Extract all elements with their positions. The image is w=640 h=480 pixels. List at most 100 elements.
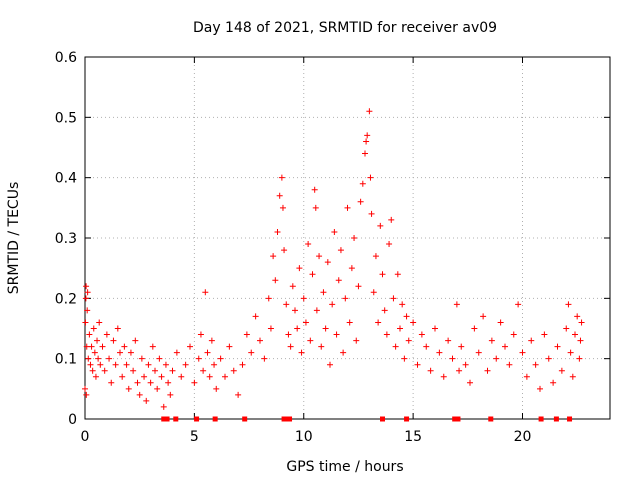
data-point [357,198,364,205]
data-point [149,343,156,350]
data-point [143,397,150,404]
data-point [342,295,349,302]
data-point [497,319,504,326]
data-points [82,108,585,410]
data-point [388,216,395,223]
data-point [89,367,96,374]
data-point [510,331,517,338]
chart-title: Day 148 of 2021, SRMTID for receiver av0… [193,20,497,36]
data-point [488,337,495,344]
data-point [363,138,370,145]
data-point [103,331,110,338]
baseline-point [455,416,461,422]
data-point [316,253,323,260]
data-point [370,289,377,296]
data-point [565,301,572,308]
data-point [313,307,320,314]
data-point [267,325,274,332]
data-point [462,361,469,368]
data-point [294,325,301,332]
data-point [572,331,578,338]
baseline-point [242,416,248,422]
baseline-point [452,416,458,422]
data-point [169,367,176,374]
data-point [414,361,421,368]
data-point [574,313,581,320]
data-point [379,271,386,278]
data-point [206,373,213,380]
data-point [101,367,108,374]
data-point [567,349,574,356]
y-tick-label: 0.6 [55,50,77,66]
data-point [296,265,303,272]
x-tick-label: 0 [81,429,90,445]
data-point [95,355,102,362]
data-point [211,361,218,368]
data-point [423,343,430,350]
data-point [307,337,314,344]
data-point [337,247,344,254]
data-point [112,361,119,368]
data-point [239,361,246,368]
data-point [367,174,374,181]
data-point [87,361,94,368]
data-point [453,301,460,308]
data-point [532,361,539,368]
data-point [130,367,137,374]
data-point [278,174,285,181]
data-point [320,289,327,296]
data-point [92,373,99,380]
data-point [331,228,338,235]
data-point [381,307,388,314]
data-point [191,379,198,386]
data-point [82,295,89,302]
data-point [94,337,101,344]
data-point [541,331,548,338]
data-point [302,319,309,326]
data-point [97,361,104,368]
data-point [523,373,530,380]
data-point [392,343,399,350]
data-point [99,343,106,350]
data-point [578,319,585,326]
data-point [519,349,526,356]
data-point [375,319,382,326]
data-point [563,325,570,332]
data-point [502,343,508,350]
data-point [182,361,189,368]
data-point [318,343,325,350]
data-point [327,361,333,368]
data-point [200,367,207,374]
data-point [235,391,242,398]
data-point [114,325,121,332]
data-point [340,349,347,356]
data-point [248,349,255,356]
gridlines [85,57,610,419]
x-tick-label: 15 [404,429,422,445]
data-point [287,343,294,350]
data-point [86,331,93,338]
baseline-point [212,416,218,422]
data-point [456,367,463,374]
baseline-point [538,416,544,422]
baseline-point [404,416,410,422]
data-point [125,385,132,392]
data-point [300,295,307,302]
data-point [217,355,224,362]
data-point [285,331,292,338]
data-point [335,277,342,284]
baseline-points [161,416,573,422]
baseline-point [194,416,200,422]
data-point [471,325,478,332]
data-point [372,253,379,260]
data-point [410,319,417,326]
data-point [141,373,148,380]
data-point [558,367,565,374]
data-point [383,331,390,338]
data-point [554,343,561,350]
data-point [445,337,452,344]
y-tick-label: 0.5 [55,110,77,126]
y-tick-label: 0.1 [55,352,77,368]
data-point [119,373,126,380]
